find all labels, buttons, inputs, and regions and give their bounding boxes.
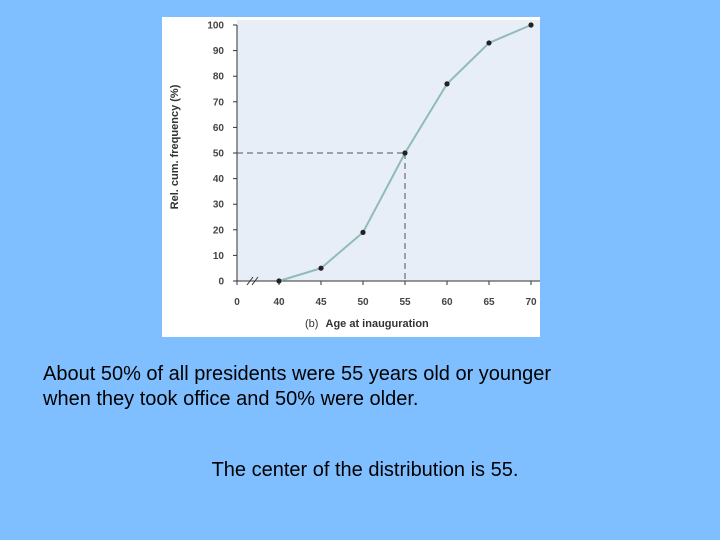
x-axis-label: Age at inauguration: [326, 318, 430, 330]
y-tick-label: 100: [207, 21, 224, 32]
y-tick-label: 90: [213, 46, 225, 57]
x-tick-label: 60: [441, 297, 453, 308]
caption-paragraph: About 50% of all presidents were 55 year…: [43, 362, 683, 412]
data-point: [444, 81, 450, 87]
x-tick-label: 40: [273, 297, 285, 308]
x-tick-label: 0: [234, 297, 240, 308]
y-tick-label: 10: [213, 251, 225, 262]
x-axis-title: (b) Age at inauguration: [305, 318, 429, 330]
x-tick-label: 55: [399, 297, 411, 308]
data-point: [486, 40, 492, 46]
cumulative-frequency-chart: 0 10 20 30 40 50 60 70 80 90 100 0 40 45 50 55 60 65 70 (b)…: [169, 20, 540, 330]
x-tick-label: 45: [315, 297, 327, 308]
y-tick-label: 50: [213, 149, 225, 160]
x-tick-label: 65: [483, 297, 495, 308]
y-axis-title: Rel. cum. frequency (%): [169, 84, 181, 209]
y-tick-label: 30: [213, 200, 225, 211]
data-point: [528, 22, 534, 28]
panel-label: (b): [305, 318, 322, 330]
data-point: [360, 229, 366, 235]
y-tick-label: 0: [218, 277, 224, 288]
y-tick-label: 80: [213, 72, 225, 83]
data-point: [276, 278, 282, 284]
y-tick-label: 60: [213, 123, 225, 134]
axis-break-mark: [246, 276, 254, 286]
caption-line-1: About 50% of all presidents were 55 year…: [43, 363, 552, 385]
y-tick-label: 20: [213, 225, 225, 236]
caption-line-2: when they took office and 50% were older…: [43, 388, 419, 410]
y-tick-label: 70: [213, 97, 225, 108]
y-tick-label: 40: [213, 174, 225, 185]
x-tick-label: 70: [525, 297, 537, 308]
data-point: [318, 265, 324, 271]
plot-background: [237, 20, 540, 281]
data-point: [402, 150, 408, 156]
center-statement: The center of the distribution is 55.: [211, 459, 519, 481]
chart-figure: 0 10 20 30 40 50 60 70 80 90 100 0 40 45 50 55 60 65 70 (b)…: [162, 17, 540, 337]
x-tick-label: 50: [357, 297, 369, 308]
axis-break-mark: [251, 276, 259, 286]
